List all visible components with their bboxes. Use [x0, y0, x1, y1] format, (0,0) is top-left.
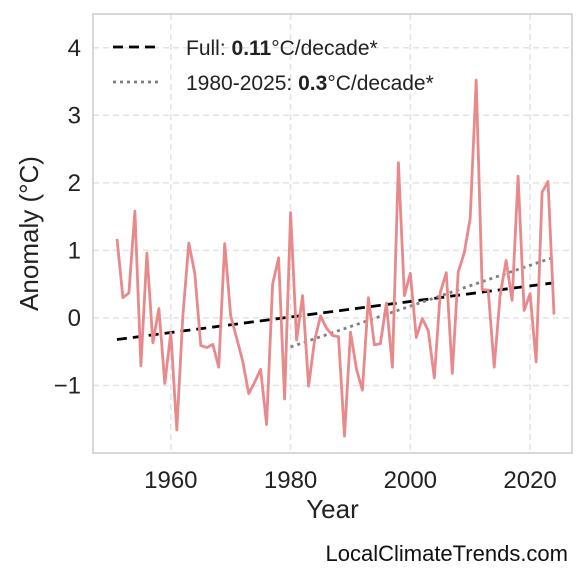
y-tick-label: −1: [54, 372, 81, 399]
x-tick-label: 1980: [264, 467, 317, 494]
x-tick-label: 1960: [144, 467, 197, 494]
legend-label-suffix: °C/decade*: [271, 37, 377, 60]
grid: [93, 14, 572, 453]
legend-label-value: 0.3: [298, 72, 327, 95]
series-line-0: [115, 78, 556, 438]
x-axis: 1960 1980 2000 2020: [144, 467, 557, 494]
legend-label-prefix: Full:: [186, 37, 232, 60]
x-tick-label: 2020: [503, 467, 556, 494]
credit-text: LocalClimateTrends.com: [326, 541, 569, 566]
legend: Full: 0.11°C/decade*1980-2025: 0.3°C/dec…: [113, 37, 434, 95]
y-axis-label: Anomaly (°C): [14, 156, 44, 311]
legend-label-value: 0.11: [232, 37, 272, 60]
legend-label-suffix: °C/decade*: [327, 72, 433, 95]
legend-label-0: Full: 0.11°C/decade*: [186, 37, 378, 60]
legend-label-1: 1980-2025: 0.3°C/decade*: [186, 72, 434, 95]
x-axis-label: Year: [306, 494, 359, 524]
x-tick-label: 2000: [384, 467, 437, 494]
plot-area: [92, 13, 573, 454]
y-tick-label: 2: [68, 170, 81, 197]
series-lines: [115, 78, 556, 438]
y-tick-label: 1: [68, 237, 81, 264]
y-axis: −1 0 1 2 3 4: [54, 35, 81, 400]
legend-label-prefix: 1980-2025:: [186, 72, 298, 95]
trend-line-0: [116, 281, 555, 341]
y-tick-label: 0: [68, 305, 81, 332]
y-tick-label: 4: [68, 35, 81, 62]
y-tick-label: 3: [68, 102, 81, 129]
trend-lines: [116, 255, 555, 349]
trend-line-1: [290, 255, 555, 349]
